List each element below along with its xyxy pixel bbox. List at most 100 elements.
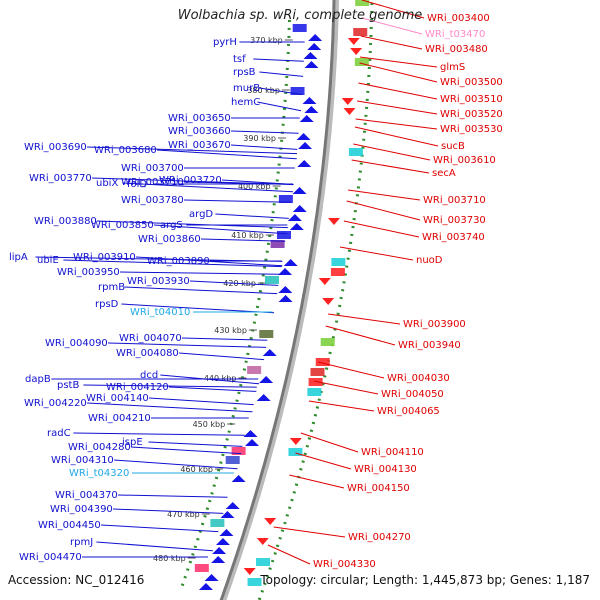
reverse-gene-arrow[interactable] [264,518,277,525]
forward-gene-block[interactable] [278,195,293,203]
left-feature-label[interactable]: WRi_003700 [121,163,184,174]
reverse-gene-arrow[interactable] [289,438,302,445]
left-feature-label[interactable]: rpmB [98,282,125,293]
forward-gene-arrow[interactable] [262,349,277,356]
left-feature-label[interactable]: WRi_004080 [116,348,179,359]
right-feature-label[interactable]: WRi_003520 [440,109,503,120]
right-feature-label[interactable]: WRi_003480 [425,44,488,55]
right-feature-label[interactable]: WRi_003400 [427,13,490,24]
left-feature-label[interactable]: WRi_004090 [45,338,108,349]
right-feature-label[interactable]: WRi_004130 [354,464,417,475]
reverse-gene-block[interactable] [310,368,325,376]
forward-gene-block[interactable] [264,276,279,284]
forward-gene-block[interactable] [247,366,262,374]
forward-gene-arrow[interactable] [215,538,230,545]
left-feature-label[interactable]: tsf [233,54,246,65]
left-feature-label[interactable]: dapB [25,374,51,385]
left-feature-label[interactable]: folD [127,179,147,190]
left-feature-label[interactable]: ubiE [37,255,59,266]
left-feature-label[interactable]: WRi_003890 [147,256,210,267]
forward-gene-arrow[interactable] [308,34,323,41]
reverse-gene-arrow[interactable] [243,568,256,575]
right-feature-label[interactable]: WRi_004050 [381,389,444,400]
reverse-gene-block[interactable] [354,58,369,66]
reverse-gene-arrow[interactable] [341,98,354,105]
right-feature-label[interactable]: sucB [441,141,465,152]
reverse-gene-block[interactable] [307,388,322,396]
reverse-gene-arrow[interactable] [327,218,340,225]
right-feature-label[interactable]: WRi_003530 [440,124,503,135]
reverse-gene-block[interactable] [348,148,363,156]
forward-gene-arrow[interactable] [302,97,317,104]
forward-gene-block[interactable] [276,231,291,239]
right-feature-label[interactable]: WRi_003500 [440,77,503,88]
forward-gene-block[interactable] [292,24,307,32]
forward-gene-arrow[interactable] [303,52,318,59]
left-feature-label[interactable]: rpmJ [70,537,93,548]
forward-gene-arrow[interactable] [292,187,307,194]
left-feature-label[interactable]: ispE [122,437,143,448]
left-feature-label[interactable]: WRi_003780 [121,195,184,206]
left-feature-label[interactable]: WRi_003860 [138,234,201,245]
right-feature-label[interactable]: WRi_003610 [433,155,496,166]
right-feature-label[interactable]: glmS [440,62,465,73]
forward-gene-block[interactable] [225,456,240,464]
left-feature-label[interactable]: WRi_004370 [55,490,118,501]
forward-gene-arrow[interactable] [299,115,314,122]
forward-gene-arrow[interactable] [292,205,307,212]
left-feature-label[interactable]: rpsD [95,299,119,310]
forward-gene-arrow[interactable] [256,394,271,401]
reverse-gene-block[interactable] [247,578,262,586]
forward-gene-arrow[interactable] [307,43,322,50]
left-feature-label[interactable]: WRi_003690 [24,142,87,153]
left-feature-label[interactable]: dcd [140,370,158,381]
right-feature-label[interactable]: WRi_003740 [422,232,485,243]
left-feature-label[interactable]: lipA [9,252,28,263]
forward-gene-arrow[interactable] [231,475,246,482]
right-feature-label[interactable]: WRi_003510 [440,94,503,105]
left-feature-label[interactable]: WRi_003670 [168,140,231,151]
forward-gene-block[interactable] [194,564,209,572]
forward-gene-arrow[interactable] [244,439,259,446]
forward-gene-arrow[interactable] [278,268,293,275]
right-feature-label[interactable]: WRi_003710 [423,195,486,206]
right-feature-label[interactable]: WRi_004150 [347,483,410,494]
right-feature-label[interactable]: WRi_004330 [313,559,376,570]
forward-gene-arrow[interactable] [298,142,313,149]
right-feature-label[interactable]: WRi_004030 [387,373,450,384]
reverse-gene-arrow[interactable] [347,38,360,45]
forward-gene-arrow[interactable] [211,556,226,563]
forward-gene-arrow[interactable] [198,583,213,590]
left-feature-label[interactable]: WRi_004470 [19,552,82,563]
forward-gene-arrow[interactable] [243,430,258,437]
right-feature-label[interactable]: nuoD [416,255,443,266]
left-feature-label[interactable]: WRi_004140 [86,393,149,404]
right-feature-label[interactable]: WRi_003730 [423,215,486,226]
left-feature-label[interactable]: WRi_003930 [127,276,190,287]
reverse-gene-arrow[interactable] [318,278,331,285]
forward-gene-arrow[interactable] [278,286,293,293]
left-feature-label[interactable]: hemC [231,97,260,108]
forward-gene-block[interactable] [270,240,285,248]
right-feature-label[interactable]: WRi_004270 [348,532,411,543]
reverse-gene-block[interactable] [288,448,303,456]
forward-gene-arrow[interactable] [259,376,274,383]
reverse-gene-arrow[interactable] [343,108,356,115]
left-feature-label[interactable]: WRi_t04320 [69,468,129,479]
left-feature-label[interactable]: WRi_003720 [159,175,222,186]
reverse-gene-arrow[interactable] [350,48,363,55]
right-feature-label[interactable]: secA [432,168,456,179]
forward-gene-arrow[interactable] [225,502,240,509]
left-feature-label[interactable]: WRi_004070 [119,333,182,344]
left-feature-label[interactable]: WRi_004390 [50,504,113,515]
left-feature-label[interactable]: WRi_003680 [94,145,157,156]
left-feature-label[interactable]: WRi_003950 [57,267,120,278]
left-feature-label[interactable]: WRi_004280 [68,442,131,453]
forward-gene-block[interactable] [259,330,274,338]
left-feature-label[interactable]: murB [233,83,260,94]
reverse-gene-block[interactable] [308,378,323,386]
left-feature-label[interactable]: rpsB [233,67,256,78]
reverse-gene-arrow[interactable] [322,298,335,305]
forward-gene-arrow[interactable] [212,547,227,554]
